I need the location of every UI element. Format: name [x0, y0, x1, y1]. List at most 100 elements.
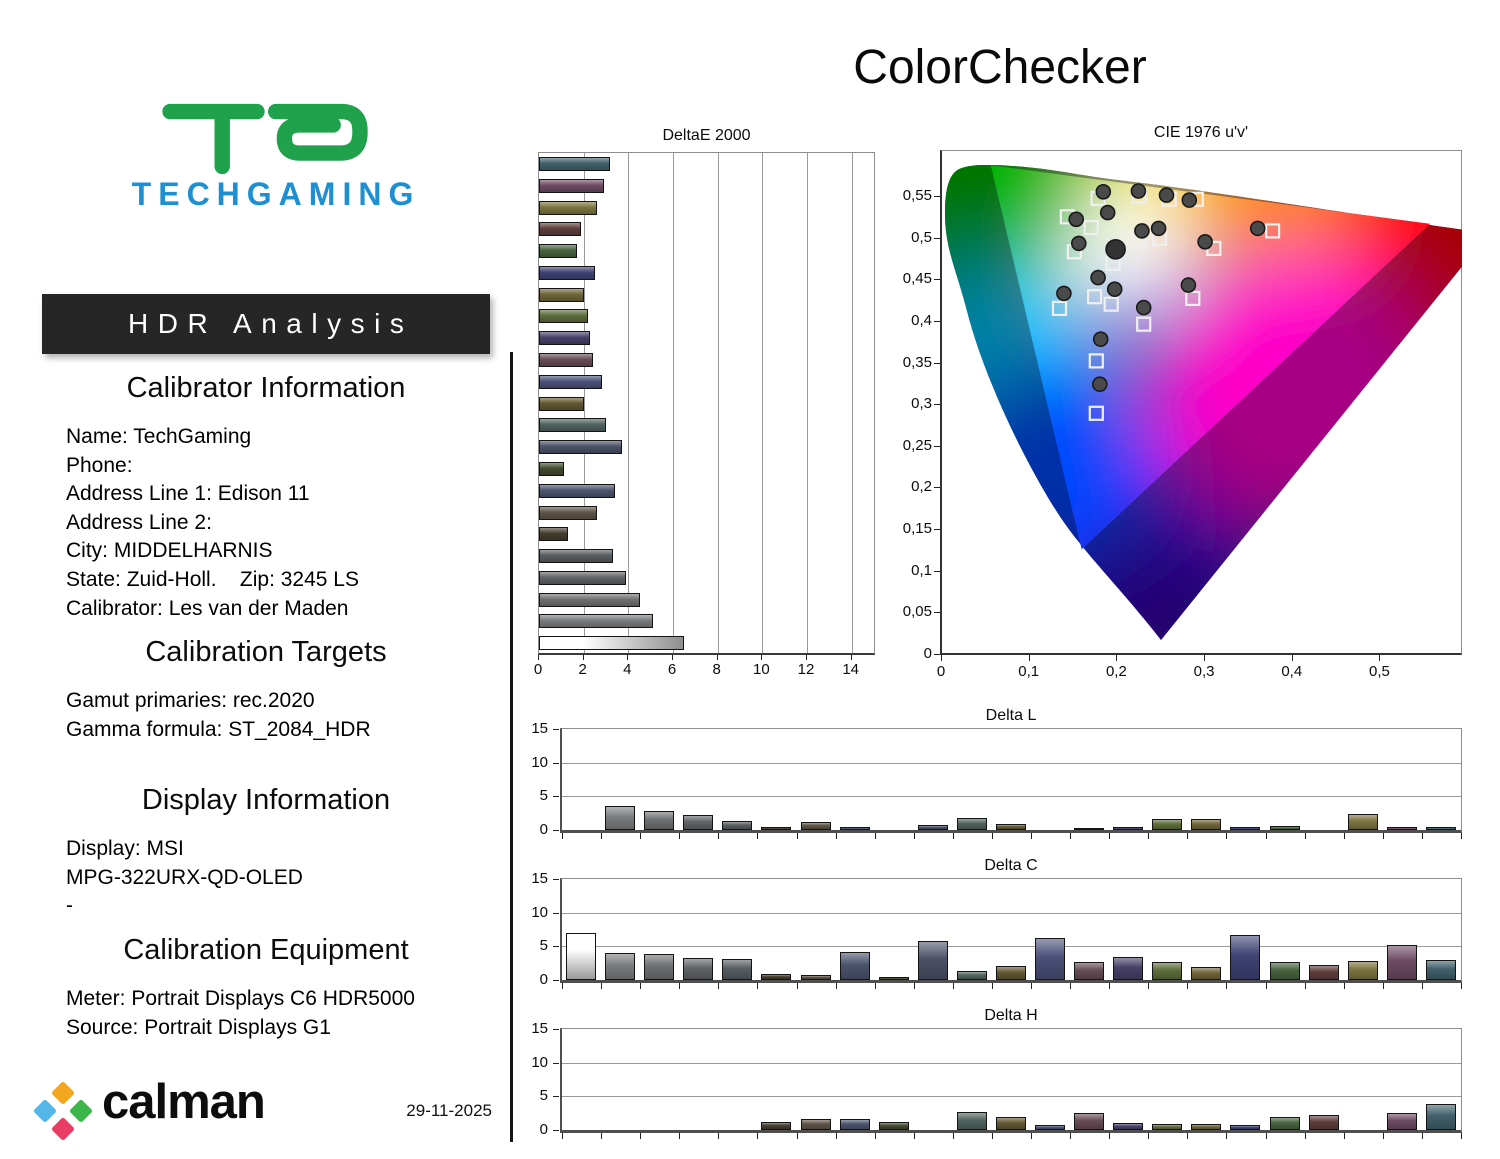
- delta-h-y-tick-label: 0: [539, 1121, 548, 1138]
- delta-l-x-tick-mark: [640, 833, 642, 839]
- calman-wordmark: calman: [102, 1075, 266, 1129]
- delta-l-bar: [1425, 826, 1456, 830]
- delta-l-bar: [1074, 827, 1105, 830]
- delta-l-bar: [956, 817, 987, 830]
- delta-c-x-tick-mark: [1421, 983, 1423, 989]
- cie-y-tick-label: 0,35: [902, 353, 932, 371]
- deltae-grid-line: [807, 153, 808, 653]
- info-line: Phone:: [66, 453, 133, 477]
- deltae-bar: [539, 505, 598, 520]
- deltae-chart-title: DeltaE 2000: [662, 127, 751, 144]
- delta-c-x-tick-mark: [1304, 983, 1306, 989]
- deltae-grid-line: [851, 153, 853, 653]
- delta-h-x-tick-mark: [1421, 1133, 1423, 1139]
- delta-c-y-tick-label: 15: [531, 870, 548, 887]
- delta-h-bar: [1269, 1117, 1300, 1130]
- delta-c-y-tick-mark: [553, 946, 559, 948]
- delta-l-x-tick-mark: [913, 833, 915, 839]
- info-line: Source: Portrait Displays G1: [66, 1015, 331, 1039]
- delta-l-grid-line: [562, 762, 1461, 764]
- delta-l-bar: [761, 827, 792, 830]
- deltae-x-tick-mark: [806, 655, 807, 660]
- delta-l-x-tick-mark: [1382, 833, 1384, 839]
- delta-c-bar: [1230, 934, 1261, 980]
- logo-e-shape: [268, 103, 368, 161]
- delta-h-y-tick-mark: [553, 1062, 559, 1064]
- delta-l-x-tick-mark: [1304, 833, 1306, 839]
- deltae-bar: [539, 527, 569, 542]
- deltae-grid-line: [673, 153, 674, 653]
- delta-c-bar: [722, 959, 753, 980]
- delta-l-bar: [605, 806, 636, 830]
- delta-l-bar: [1386, 827, 1417, 830]
- deltae-bar: [539, 200, 598, 215]
- delta-c-bar: [605, 953, 636, 980]
- delta-h-bar: [1230, 1124, 1261, 1130]
- cie-y-tick-label: 0,25: [902, 436, 932, 454]
- delta-c-x-tick-mark: [640, 983, 642, 989]
- delta-l-bar: [839, 827, 870, 830]
- deltae-bar: [539, 287, 584, 302]
- cie-x-tick-mark: [941, 655, 942, 661]
- delta-h-x-tick-mark: [757, 1133, 759, 1139]
- delta-l-y-tick-mark: [553, 729, 559, 730]
- deltae-bar: [539, 157, 611, 171]
- cie-horseshoe-plot: [945, 165, 1462, 640]
- cie-y-tick-label: 0,05: [902, 603, 932, 621]
- delta-c-bar: [1074, 961, 1105, 980]
- cie-measured-point: [1099, 204, 1116, 221]
- delta-c-y-tick-label: 0: [539, 971, 548, 988]
- delta-l-y-tick-label: 0: [539, 821, 548, 838]
- delta-l-bar: [1269, 825, 1300, 830]
- delta-l-bar: [1191, 819, 1222, 830]
- delta-h-bar: [800, 1119, 831, 1130]
- deltae-x-tick-mark: [672, 655, 673, 660]
- cie-y-tick-label: 0: [923, 645, 932, 662]
- delta-l-x-tick-mark: [1148, 833, 1150, 839]
- delta-l-bar: [1152, 818, 1183, 830]
- delta-c-x-tick-mark: [913, 983, 915, 989]
- delta-l-bar: [683, 815, 714, 830]
- delta-c-bar: [1269, 961, 1300, 980]
- deltae-grid-line: [628, 153, 630, 653]
- deltae-x-tick-mark: [627, 655, 629, 660]
- cie-y-tick-label: 0,1: [911, 561, 932, 579]
- info-line: Display: MSI: [66, 837, 184, 860]
- delta-c-grid-line: [562, 946, 1461, 948]
- delta-l-x-tick-mark: [991, 833, 993, 839]
- delta-l-x-tick-mark: [562, 833, 563, 839]
- cie-x-tick-mark: [1204, 655, 1206, 661]
- deltae-x-tick-mark: [761, 655, 763, 660]
- deltae-bar: [539, 244, 577, 259]
- cie-target-square: [1265, 223, 1281, 239]
- delta-c-x-tick-mark: [1265, 983, 1267, 989]
- cie-measured-point: [1095, 183, 1112, 200]
- delta-l-x-tick-mark: [1461, 833, 1462, 839]
- cie-diagram-title: CIE 1976 u'v': [1153, 124, 1249, 141]
- cie-y-tick-label: 0,4: [911, 311, 932, 329]
- deltae-x-tick-label: 14: [842, 661, 859, 678]
- cie-measured-point: [1071, 235, 1087, 252]
- delta-l-grid-line: [562, 796, 1461, 798]
- cie-x-tick-mark: [1116, 655, 1118, 661]
- delta-c-x-tick-mark: [601, 983, 603, 989]
- delta-l-y-tick-label: 15: [531, 720, 548, 737]
- delta-c-x-tick-mark: [718, 983, 720, 989]
- delta-c-x-tick-mark: [679, 983, 681, 989]
- report-date: 29-11-2025: [406, 1101, 492, 1120]
- delta-c-bar: [761, 973, 792, 980]
- cie-y-tick-label: 0,15: [902, 520, 932, 538]
- delta-l-bar: [644, 811, 675, 830]
- cie-measured-point: [1134, 223, 1150, 239]
- info-line: Name: TechGaming: [66, 425, 252, 448]
- delta-h-x-tick-mark: [1109, 1133, 1111, 1139]
- deltae-bar: [539, 418, 606, 433]
- section-heading: Calibration Targets: [145, 636, 387, 668]
- cie-target-square: [1087, 289, 1103, 305]
- delta-h-x-tick-mark: [1461, 1133, 1462, 1139]
- delta-h-bar: [1152, 1123, 1183, 1130]
- deltae-x-tick-label: 8: [712, 661, 721, 678]
- delta-c-bar: [566, 932, 596, 980]
- deltae-x-tick-label: 2: [578, 661, 587, 678]
- delta-c-chart: [560, 878, 1462, 983]
